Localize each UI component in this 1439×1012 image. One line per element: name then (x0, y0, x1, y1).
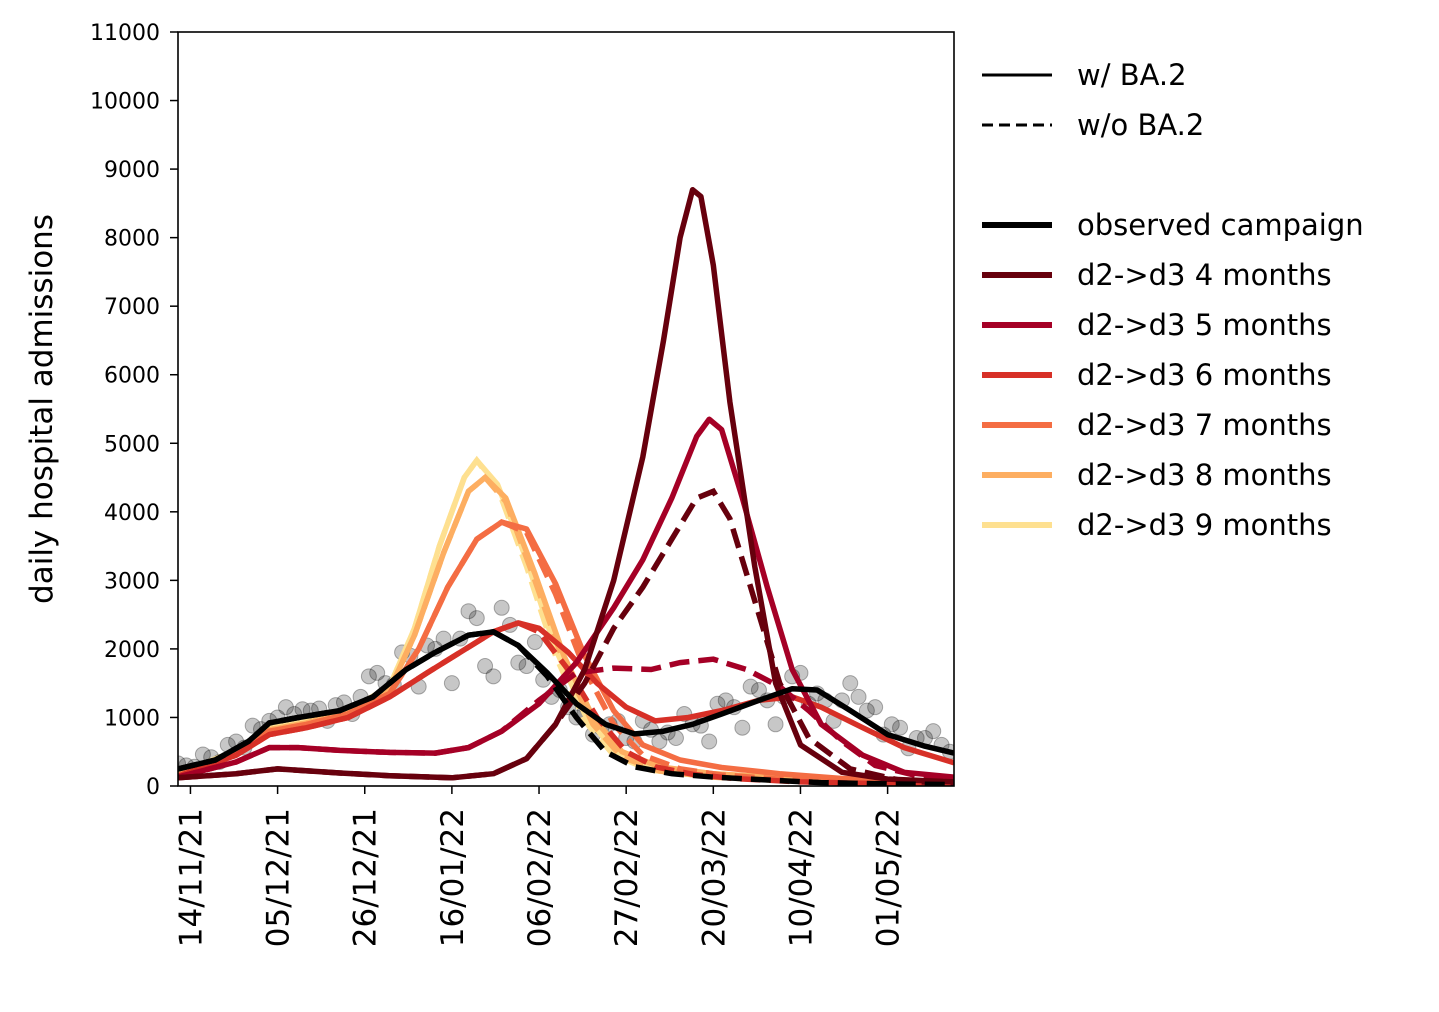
series-lines (178, 186, 954, 786)
observed-point (360, 668, 377, 685)
x-tick-label: 20/03/22 (696, 808, 732, 947)
x-tick-label: 05/12/21 (261, 808, 297, 947)
x-axis: 14/11/21 05/12/21 26/12/21 16/01/22 06/02/22… (173, 786, 907, 947)
observed-point (850, 688, 867, 705)
x-tick-label: 26/12/21 (348, 808, 384, 947)
legend-label: d2->d3 8 months (1077, 458, 1332, 492)
y-tick-label: 9000 (104, 158, 160, 183)
observed-point (867, 699, 884, 716)
observed-point (443, 675, 460, 692)
observed-point (277, 699, 294, 716)
observed-point (460, 603, 477, 620)
observed-point (734, 719, 751, 736)
y-tick-label: 1000 (104, 706, 160, 731)
y-tick-label: 3000 (104, 569, 160, 594)
x-tick-label: 27/02/22 (609, 808, 645, 947)
observed-point (701, 733, 718, 750)
observed-point (883, 716, 900, 733)
observed-point (925, 723, 942, 740)
legend-label: d2->d3 4 months (1077, 258, 1332, 292)
x-tick-label: 10/04/22 (783, 808, 819, 947)
x-tick-label: 14/11/21 (173, 808, 209, 947)
observed-point (892, 719, 909, 736)
observed-point (244, 717, 261, 734)
y-tick-label: 4000 (104, 501, 160, 526)
legend-label: d2->d3 6 months (1077, 358, 1332, 392)
line-d2-d3-6-months-with-ba2 (178, 620, 954, 779)
observed-point (369, 664, 386, 681)
y-tick-label: 11000 (90, 21, 160, 46)
plot-frame (177, 31, 955, 787)
observed-point (842, 675, 859, 692)
y-axis-label: daily hospital admissions (24, 214, 60, 604)
line-observed-campaign-without-ba2 (178, 628, 954, 786)
observed-point (518, 658, 535, 675)
legend: w/ BA.2 w/o BA.2 observed campaign d2->d3 4… (982, 58, 1364, 542)
y-tick-label: 6000 (104, 364, 160, 389)
x-tick-label: 16/01/22 (435, 808, 471, 947)
legend-label: d2->d3 7 months (1077, 408, 1332, 442)
observed-point (667, 730, 684, 747)
observed-point (510, 654, 527, 671)
y-tick-label: 2000 (104, 638, 160, 663)
observed-point (477, 658, 494, 675)
y-tick-label: 7000 (104, 295, 160, 320)
line-d2-d3-4-months-without-ba2 (178, 487, 954, 786)
observed-point (767, 716, 784, 733)
y-tick-label: 0 (146, 775, 160, 800)
observed-point (485, 668, 502, 685)
observed-point (468, 610, 485, 627)
x-tick-label: 01/05/22 (871, 808, 907, 947)
line-observed-campaign-with-ba2 (178, 629, 954, 772)
legend-solid-label: w/ BA.2 (1077, 58, 1187, 92)
legend-label: d2->d3 5 months (1077, 308, 1332, 342)
y-tick-label: 5000 (104, 432, 160, 457)
legend-label: observed campaign (1077, 208, 1364, 242)
y-tick-label: 8000 (104, 227, 160, 252)
observed-point (526, 634, 543, 651)
line-d2-d3-5-months-without-ba2 (178, 656, 954, 783)
x-tick-label: 06/02/22 (522, 808, 558, 947)
y-axis: 0 1000 2000 3000 4000 5000 6000 7000 8000 9000 100… (90, 21, 178, 800)
legend-label: d2->d3 9 months (1077, 508, 1332, 542)
legend-dashed-label: w/o BA.2 (1077, 108, 1204, 142)
observed-point (493, 599, 510, 616)
line-d2-d3-8-months-without-ba2 (178, 473, 954, 786)
observed-point (742, 678, 759, 695)
y-tick-label: 10000 (90, 90, 160, 115)
